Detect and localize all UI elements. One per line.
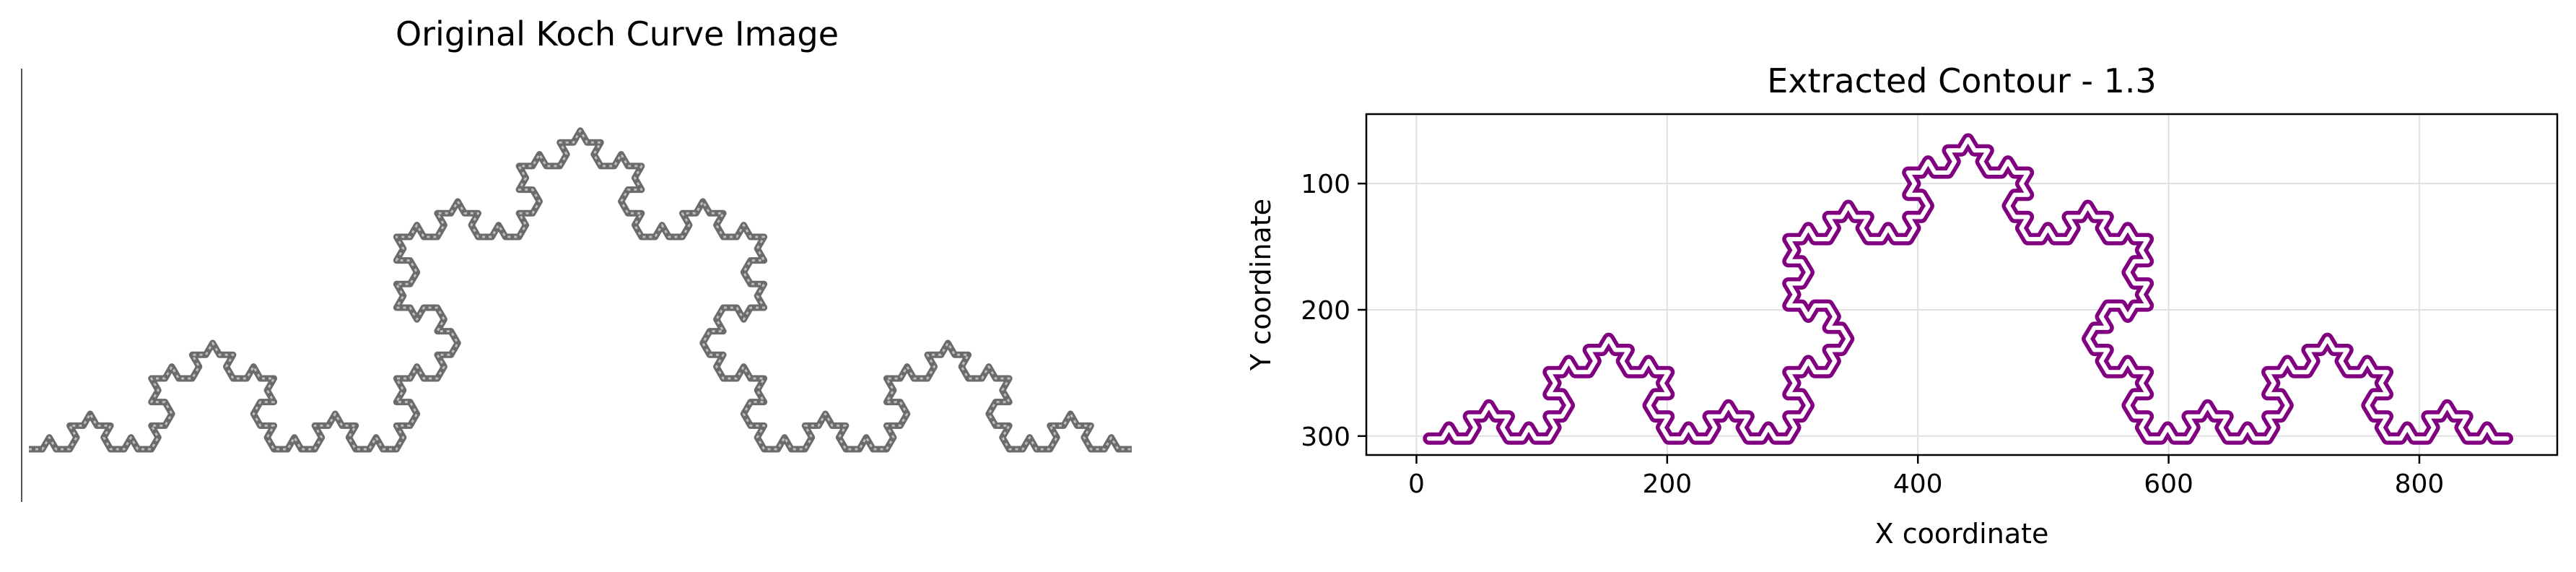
y-tick-label: 200 (1301, 296, 1350, 326)
original-koch-curve (29, 127, 1132, 453)
contour-chart: 0 200 400 600 800 100 200 300 X coordinate Y c… (1245, 113, 2559, 550)
plot-area (1366, 114, 2557, 455)
plot-frame (1365, 113, 2559, 456)
contour-series-inner (1426, 136, 2510, 441)
y-tick-label: 300 (1301, 422, 1350, 452)
grid (1366, 114, 2557, 455)
y-axis-label: Y coordinate (1245, 199, 1277, 371)
x-axis-label: X coordinate (1875, 518, 2049, 550)
x-tick-label: 400 (1893, 469, 1943, 499)
y-tick-label: 100 (1301, 170, 1350, 199)
y-axis: 100 200 300 (1301, 170, 1366, 452)
x-tick-label: 800 (2395, 469, 2445, 499)
original-image-panel (21, 69, 1132, 502)
original-koch-curve-texture (29, 129, 1132, 451)
x-axis: 0 200 400 600 800 (1408, 455, 2444, 499)
x-tick-label: 0 (1408, 469, 1425, 499)
chart-title: Extracted Contour - 1.3 (1767, 61, 2157, 100)
x-tick-label: 600 (2144, 469, 2193, 499)
x-tick-label: 200 (1642, 469, 1692, 499)
original-image-title: Original Koch Curve Image (395, 14, 839, 53)
